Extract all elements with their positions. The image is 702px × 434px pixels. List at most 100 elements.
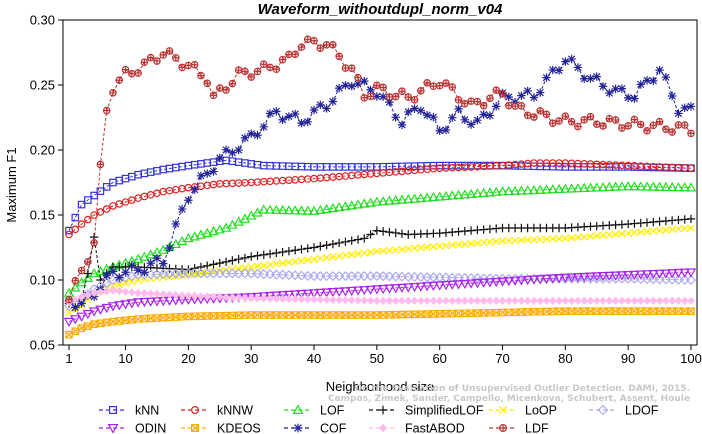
point-ldf-83-ring — [580, 116, 588, 124]
point-odin-66 — [472, 279, 483, 289]
point-ldf-79 — [555, 117, 563, 125]
point-ldf-52 — [386, 93, 393, 101]
point-loop-73 — [517, 236, 525, 244]
point-lof-61 — [440, 190, 452, 201]
point-ldf-90 — [624, 122, 632, 130]
point-odin-37 — [289, 290, 301, 300]
point-odin-50 — [371, 285, 383, 295]
point-ldf-5 — [90, 239, 98, 246]
point-cof-81 — [567, 54, 576, 64]
point-simplifiedlof-50 — [372, 226, 382, 235]
point-cof-23 — [203, 169, 212, 178]
point-fastabod-63 — [454, 296, 463, 305]
point-cof-57 — [416, 106, 426, 115]
point-ldf-24-ring — [209, 91, 218, 100]
point-ldf-67-ring — [479, 101, 488, 110]
point-fastabod-27 — [228, 293, 237, 302]
point-ldf-96 — [662, 126, 670, 133]
point-lof-58 — [421, 192, 433, 202]
point-odin-45 — [340, 287, 351, 297]
point-fastabod-42 — [322, 295, 331, 304]
point-kdeos-2 — [71, 327, 80, 336]
credit-top: On the Evaluation of Unsupervised Outlie… — [355, 384, 690, 394]
point-cof-53 — [391, 113, 400, 122]
point-fastabod-4 — [83, 290, 92, 299]
point-lof-86 — [597, 182, 609, 192]
point-fastabod-6 — [96, 288, 105, 297]
point-ldf-86 — [599, 122, 607, 130]
point-odin-89 — [616, 271, 628, 281]
point-cof-36 — [284, 112, 294, 121]
point-cof-12 — [133, 266, 143, 275]
point-loop-9 — [115, 281, 123, 289]
point-knnw-7 — [102, 205, 111, 213]
point-loop-12 — [134, 276, 142, 284]
point-fastabod-23 — [203, 292, 212, 301]
point-ldf-70 — [499, 90, 506, 98]
point-odin-53 — [390, 284, 401, 294]
point-ldf-35-ring — [278, 55, 287, 64]
point-fastabod-11 — [127, 288, 136, 297]
point-lof-12 — [132, 253, 144, 263]
point-cof-39 — [303, 117, 312, 127]
point-ldf-21-ring — [190, 60, 199, 69]
x-tick-label: 80 — [558, 351, 572, 366]
point-ldf-22 — [197, 72, 205, 79]
point-ldf-42 — [323, 41, 330, 49]
point-simplifiedlof-27 — [228, 256, 237, 265]
point-fastabod-16 — [159, 290, 168, 299]
x-tick-label: 90 — [621, 351, 635, 366]
point-lof-64 — [459, 189, 471, 199]
point-fastabod-53 — [391, 296, 400, 305]
point-fastabod-70 — [498, 296, 507, 305]
point-ldf-71 — [505, 102, 512, 109]
point-loop-78 — [549, 235, 557, 243]
point-cof-72 — [510, 97, 520, 107]
point-odin-59 — [428, 281, 439, 292]
point-ldf-3 — [78, 267, 85, 274]
point-ldf-59 — [430, 83, 437, 90]
point-ldf-58-ring — [423, 78, 431, 87]
point-ldf-92 — [637, 121, 644, 128]
x-tick-label: 100 — [680, 351, 702, 366]
point-odin-8 — [107, 302, 119, 312]
point-odin-71 — [503, 277, 515, 287]
point-loop-44 — [335, 252, 343, 260]
point-odin-1 — [63, 317, 75, 328]
point-ldf-24 — [210, 92, 217, 99]
point-ldf-1 — [65, 296, 73, 303]
point-lof-46 — [346, 200, 357, 210]
point-loop-41 — [316, 254, 324, 263]
point-knnw-4 — [84, 215, 92, 224]
point-ldf-73 — [518, 102, 525, 109]
point-simplifiedlof-36 — [284, 246, 294, 256]
legend-label-lof: LOF — [320, 404, 345, 418]
point-ldf-60-ring — [435, 81, 444, 90]
point-cof-41 — [316, 100, 325, 110]
point-fastabod-65 — [467, 296, 476, 305]
point-fastabod-15 — [152, 289, 162, 299]
legend-label-fastabod: FastABOD — [405, 422, 465, 434]
legend-label-simplifiedlof: SimplifiedLOF — [405, 404, 484, 418]
point-loop-37 — [291, 257, 299, 266]
point-ldf-32-ring — [259, 60, 268, 69]
point-fastabod-12 — [134, 288, 143, 298]
point-ldf-55 — [405, 93, 412, 101]
legend-item-cof: COF — [284, 422, 347, 434]
point-lof-25 — [214, 224, 226, 234]
point-cof-95 — [655, 65, 664, 75]
point-loop-99 — [681, 224, 689, 233]
point-fastabod-85 — [592, 296, 601, 305]
point-cof-7 — [102, 271, 111, 280]
point-cof-58 — [422, 110, 432, 120]
point-loop-63 — [454, 241, 463, 249]
point-ldf-92-ring — [636, 120, 645, 129]
point-simplifiedlof-51 — [378, 227, 388, 236]
point-ldf-75 — [530, 113, 538, 121]
point-odin-11 — [126, 299, 138, 309]
point-ldf-44-ring — [335, 52, 343, 61]
point-lof-3 — [76, 277, 87, 287]
point-ldf-41-ring — [316, 44, 325, 52]
point-lof-45 — [340, 201, 351, 211]
